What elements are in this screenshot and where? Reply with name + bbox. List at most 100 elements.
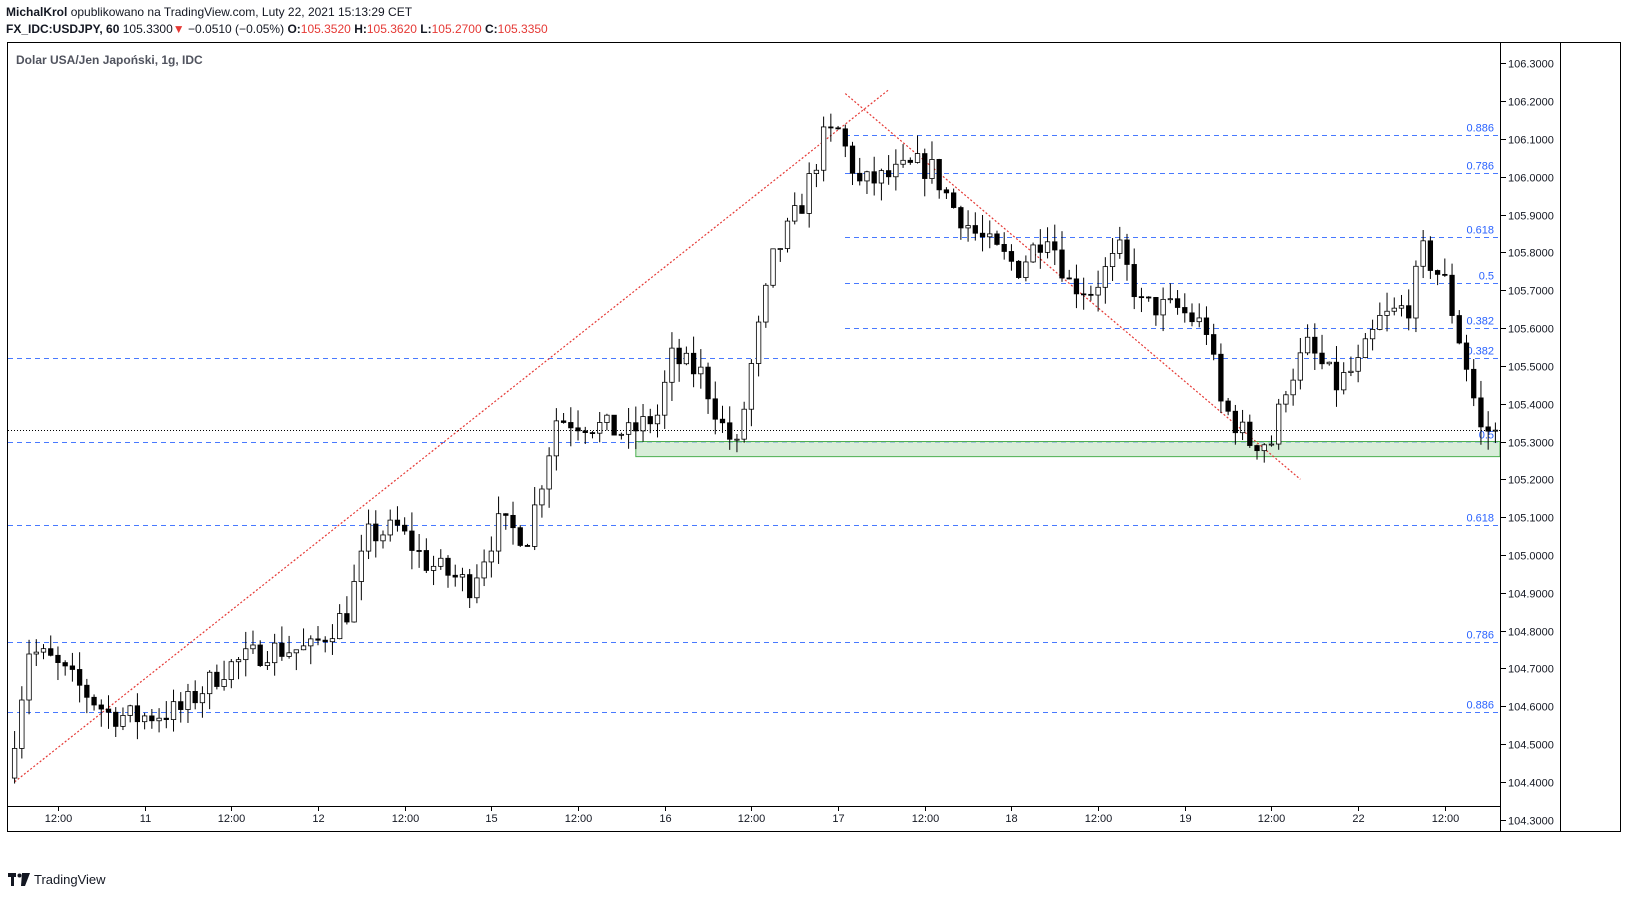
fib-level-label: 0.618: [1466, 225, 1494, 237]
candle-body: [885, 170, 892, 178]
candle-body: [734, 438, 740, 441]
price-tick-label: 105.3000: [1508, 438, 1554, 450]
candle-body: [127, 705, 133, 716]
candle-body: [11, 748, 18, 779]
candle-body: [76, 669, 83, 686]
candle-body: [351, 581, 357, 623]
candle-body: [1463, 342, 1470, 370]
candle-body: [452, 574, 458, 578]
price-tick-label: 105.2000: [1508, 475, 1554, 487]
candle-body: [91, 696, 97, 706]
candle-body: [235, 659, 242, 663]
candle-body: [1044, 241, 1051, 253]
candle-body: [1059, 249, 1065, 279]
candle-body: [878, 170, 885, 184]
candle-body: [539, 488, 545, 506]
candle-body: [279, 642, 285, 657]
candle-body: [835, 127, 841, 130]
candle-body: [488, 550, 494, 563]
candle-body: [755, 321, 762, 364]
tradingview-brand[interactable]: TradingView: [8, 872, 106, 887]
candle-body: [423, 550, 429, 571]
candle-body: [1117, 239, 1123, 254]
candle-body: [1261, 444, 1267, 452]
price-axis[interactable]: 104.3000 104.4000 104.5000 104.6000 104.7000…: [1500, 42, 1554, 832]
candle-body: [495, 513, 502, 552]
candle-body: [1153, 297, 1159, 316]
candle-body: [560, 420, 567, 423]
candle-body: [510, 514, 516, 529]
candle-body: [1023, 261, 1029, 278]
candle-body: [1391, 307, 1397, 312]
candle-body: [98, 704, 104, 710]
time-tick-label: 12: [312, 813, 324, 825]
candle-body: [683, 352, 690, 365]
candle-body: [1016, 260, 1022, 278]
candle-body: [698, 366, 704, 375]
candle-body: [546, 455, 552, 490]
candle-body: [524, 545, 531, 547]
candle-body: [1420, 240, 1426, 267]
candle-body: [748, 363, 755, 410]
time-tick-label: 22: [1352, 813, 1364, 825]
price-tick-label: 104.4000: [1508, 778, 1554, 790]
fib-level-label: 0.786: [1466, 630, 1494, 642]
candle-body: [1052, 241, 1058, 251]
fib-level-label: 0.786: [1466, 161, 1494, 173]
candle-body: [358, 550, 364, 582]
price-chart[interactable]: Dolar USA/Jen Japoński, 1g, IDC 0.886 0.7…: [0, 0, 1627, 868]
candle-body: [690, 352, 697, 375]
candle-body: [48, 648, 54, 656]
author-name[interactable]: MichalKrol: [6, 5, 68, 19]
candle-body: [105, 708, 112, 713]
candle-body: [221, 679, 227, 687]
time-tick-label: 12:00: [738, 813, 766, 825]
candle-body: [553, 420, 559, 457]
low-value: 105.2700: [431, 22, 482, 36]
time-tick-label: 12:00: [565, 813, 593, 825]
candle-body: [662, 381, 668, 416]
candle-body: [40, 648, 47, 653]
candle-body: [951, 192, 957, 208]
candle-body: [719, 418, 726, 424]
candle-body: [979, 232, 986, 238]
candle-body: [156, 717, 162, 722]
time-axis[interactable]: 12:00 11 12:00 12 12:00 15 12:00 16 12:00 17 12:00…: [8, 806, 1500, 826]
candle-body: [994, 233, 1000, 245]
trend-lines[interactable]: [14, 89, 1301, 783]
candle-body: [647, 416, 653, 425]
fib-level-label: 0.618: [1466, 513, 1494, 525]
candle-body: [1471, 368, 1477, 399]
time-tick-label: 16: [659, 813, 671, 825]
candle-body: [777, 248, 783, 250]
candle-body: [1109, 253, 1116, 268]
candle-body: [806, 173, 812, 214]
candle-body: [1456, 315, 1462, 344]
candle-body: [582, 430, 588, 433]
high-value: 105.3620: [366, 22, 417, 36]
candle-body: [141, 715, 148, 723]
candle-body: [445, 557, 451, 576]
tradingview-logo-icon: [8, 873, 30, 886]
symbol-label: FX_IDC:USDJPY, 60: [6, 22, 120, 36]
chart-frame: [7, 42, 1621, 832]
support-zone[interactable]: [635, 441, 1501, 458]
candle-body: [293, 649, 299, 654]
candle-body: [849, 145, 856, 174]
candle-body: [1008, 251, 1015, 262]
candle-body: [727, 422, 733, 440]
candle-body: [344, 613, 350, 623]
candle-body: [705, 366, 711, 400]
candle-body: [1406, 305, 1412, 319]
candle-body: [943, 189, 950, 194]
candle-body: [1182, 307, 1188, 314]
candle-body: [55, 654, 61, 663]
candle-body: [62, 662, 68, 667]
candle-body: [1276, 403, 1282, 445]
candle-body: [1073, 278, 1080, 295]
fib-level-label: 0.382: [1466, 346, 1494, 358]
last-price: 105.3300: [122, 22, 173, 36]
publish-info: MichalKrol opublikowano na TradingView.c…: [6, 5, 412, 19]
candle-body: [149, 715, 155, 722]
candle-body: [914, 153, 921, 163]
